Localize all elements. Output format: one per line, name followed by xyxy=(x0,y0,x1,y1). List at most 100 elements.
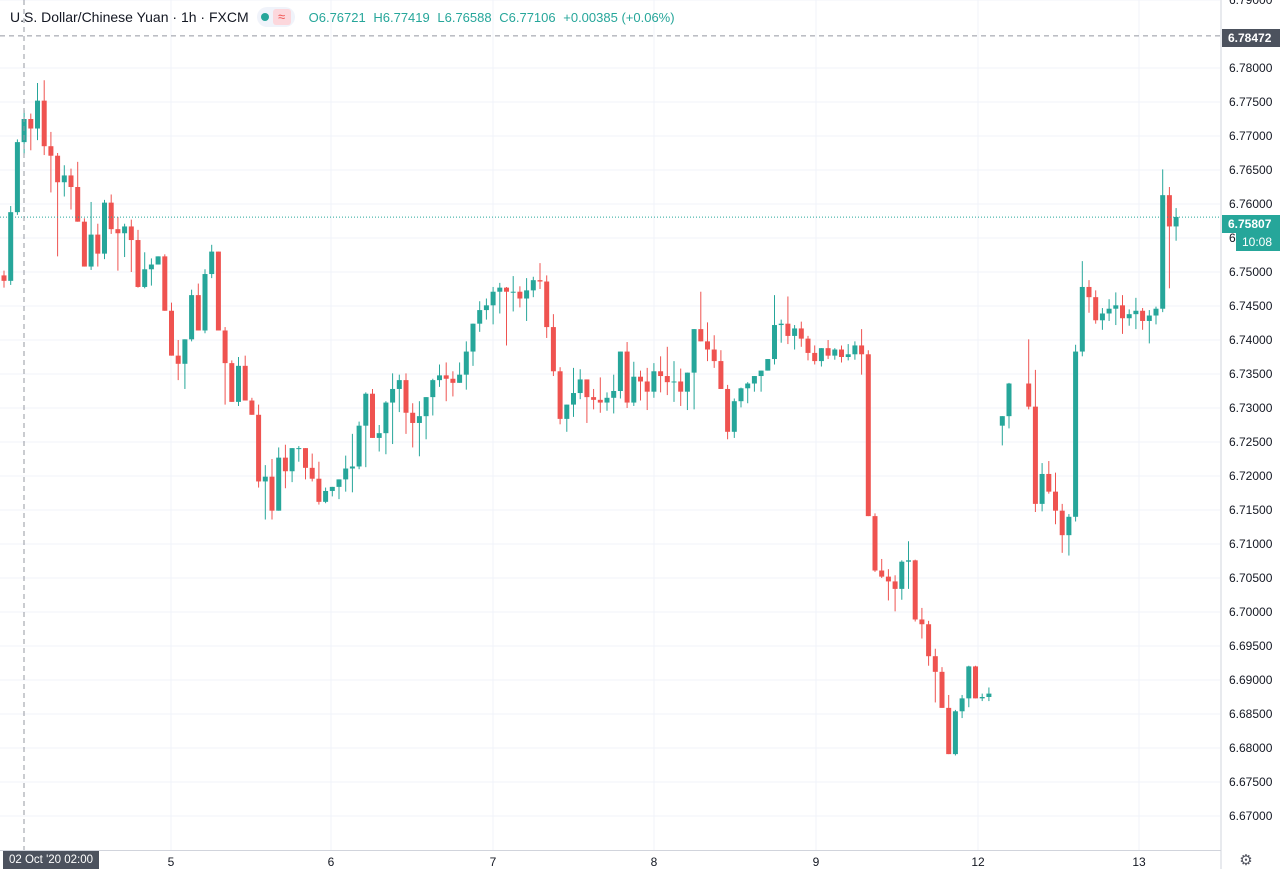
candle-body xyxy=(483,305,489,311)
candle-body xyxy=(142,269,148,287)
candle-body xyxy=(48,146,54,156)
candle-body xyxy=(403,380,409,413)
y-tick-label: 6.70000 xyxy=(1229,605,1273,619)
candle-body xyxy=(906,560,911,562)
candle-body xyxy=(262,476,268,482)
candle-body xyxy=(979,697,985,699)
y-tick-label: 6.76000 xyxy=(1229,197,1273,211)
candle-body xyxy=(155,256,161,265)
candle-body xyxy=(973,666,978,699)
x-tick-label: 13 xyxy=(1132,855,1146,869)
candle-body xyxy=(289,448,295,472)
candle-body xyxy=(1133,310,1139,315)
candle-body xyxy=(839,349,844,357)
last-price-tag: 6.75807 xyxy=(1222,215,1280,233)
y-tick-label: 6.72000 xyxy=(1229,469,1273,483)
candle-body xyxy=(276,457,282,511)
crosshair-time-label: 02 Oct '20 02:00 xyxy=(3,851,100,869)
candle-body xyxy=(497,287,503,292)
candle-body xyxy=(430,380,436,398)
candle-body xyxy=(879,570,885,577)
y-tick-label: 6.69500 xyxy=(1229,639,1273,653)
candle-body xyxy=(68,175,74,187)
candle-body xyxy=(363,393,369,426)
candle-body xyxy=(81,221,87,267)
candle-body xyxy=(1126,314,1132,319)
countdown-tag: 10:08 xyxy=(1236,233,1280,251)
candle-body xyxy=(912,560,918,620)
y-tick-label: 6.76500 xyxy=(1229,163,1273,177)
candle-body xyxy=(236,365,241,402)
crosshair-price-tag: 6.78472 xyxy=(1222,29,1280,47)
candle-body xyxy=(711,349,717,362)
candle-body xyxy=(370,393,375,438)
candle-body xyxy=(148,264,154,270)
candle-body xyxy=(932,656,938,672)
candle-body xyxy=(530,280,536,291)
candle-body xyxy=(1153,308,1159,316)
y-tick-label: 6.73500 xyxy=(1229,367,1273,381)
x-tick-label: 9 xyxy=(813,855,820,869)
candle-body xyxy=(28,119,34,129)
x-tick-label: 6 xyxy=(328,855,335,869)
candle-body xyxy=(725,388,731,432)
candle-body xyxy=(1073,351,1079,517)
symbol-title[interactable]: U.S. Dollar/Chinese Yuan · 1h · FXCM xyxy=(10,9,249,25)
candle-body xyxy=(209,251,215,275)
candle-body xyxy=(122,226,128,234)
candle-body xyxy=(282,457,288,472)
candle-body xyxy=(1160,195,1166,309)
candle-body xyxy=(336,479,342,487)
candle-body xyxy=(1140,310,1146,321)
candle-body xyxy=(778,323,784,326)
status-pill[interactable]: ≈ xyxy=(256,7,295,27)
countdown-text: 10:08 xyxy=(1242,235,1273,249)
candle-body xyxy=(966,666,972,699)
candle-body xyxy=(798,328,804,339)
candle-body xyxy=(926,624,932,657)
wave-icon[interactable]: ≈ xyxy=(272,9,291,25)
candle-body xyxy=(316,478,322,502)
candle-body xyxy=(557,371,563,419)
candle-body xyxy=(504,287,509,292)
candle-body xyxy=(1113,305,1119,309)
change-value: +0.00385 (+0.06%) xyxy=(563,9,675,25)
candle-body xyxy=(818,348,824,362)
candle-body xyxy=(611,391,617,398)
candle-body xyxy=(638,376,643,382)
candle-body xyxy=(135,240,141,287)
candle-body xyxy=(952,711,958,755)
y-tick-label: 6.69000 xyxy=(1229,673,1273,687)
candle-body xyxy=(309,467,315,479)
candle-body xyxy=(242,365,248,401)
candle-body xyxy=(865,354,871,517)
y-tick-label: 6.78000 xyxy=(1229,61,1273,75)
candle-body xyxy=(684,372,690,392)
close-value: C6.77106 xyxy=(499,9,556,25)
candle-body xyxy=(8,212,14,281)
candle-body xyxy=(14,142,20,213)
candle-body xyxy=(169,310,174,356)
candle-body xyxy=(1099,313,1105,321)
low-value: L6.76588 xyxy=(437,9,492,25)
y-tick-label: 6.73000 xyxy=(1229,401,1273,415)
candle-body xyxy=(35,100,40,129)
candle-body xyxy=(376,433,382,438)
candle-body xyxy=(671,381,677,383)
candle-body xyxy=(55,155,61,183)
gear-icon[interactable]: ⚙ xyxy=(1239,852,1253,869)
candle-body xyxy=(477,310,483,324)
candle-body xyxy=(189,295,195,340)
candle-body xyxy=(731,401,737,432)
candle-body xyxy=(443,375,449,379)
candle-body xyxy=(222,330,228,364)
candle-body xyxy=(845,354,851,357)
candle-body xyxy=(1120,305,1125,319)
candle-body xyxy=(745,383,751,389)
candle-body xyxy=(597,399,603,403)
candle-body xyxy=(115,229,121,234)
candle-body xyxy=(182,339,188,364)
candle-body xyxy=(999,416,1005,426)
candle-body xyxy=(329,486,335,491)
